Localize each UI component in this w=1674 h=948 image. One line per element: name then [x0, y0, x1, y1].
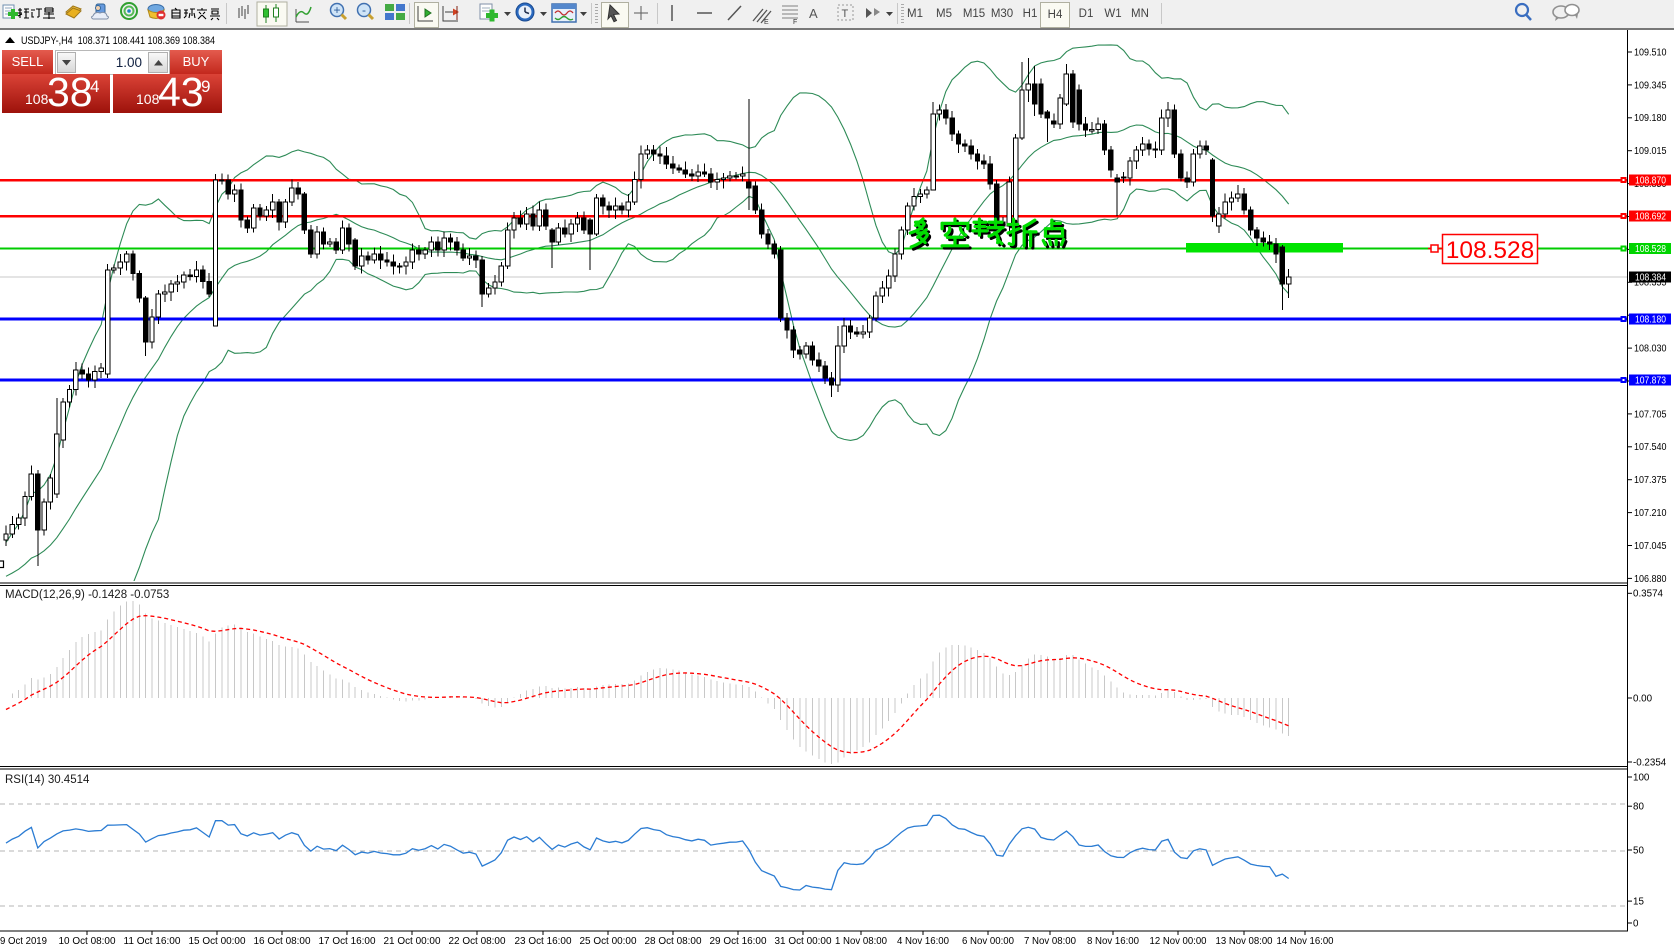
svg-text:MACD(12,26,9) -0.1428 -0.0753: MACD(12,26,9) -0.1428 -0.0753: [5, 589, 169, 601]
svg-text:25 Oct 00:00: 25 Oct 00:00: [580, 936, 637, 947]
svg-text:107.873: 107.873: [1635, 376, 1666, 387]
svg-text:106.880: 106.880: [1634, 574, 1667, 585]
svg-text:80: 80: [1633, 802, 1644, 813]
svg-text:50: 50: [1633, 845, 1644, 856]
svg-text:1 Nov 08:00: 1 Nov 08:00: [835, 936, 887, 947]
svg-text:107.540: 107.540: [1634, 442, 1667, 453]
svg-text:16 Oct 08:00: 16 Oct 08:00: [254, 936, 311, 947]
svg-text:21 Oct 00:00: 21 Oct 00:00: [384, 936, 441, 947]
svg-text:USDJPY-,H4 108.371 108.441 10: USDJPY-,H4 108.371 108.441 108.369 108.3…: [21, 35, 215, 47]
svg-text:RSI(14) 30.4514: RSI(14) 30.4514: [5, 774, 90, 786]
svg-text:109.180: 109.180: [1634, 113, 1667, 124]
svg-text:108.030: 108.030: [1634, 344, 1667, 355]
svg-text:13 Nov 08:00: 13 Nov 08:00: [1216, 936, 1273, 947]
svg-text:15: 15: [1633, 897, 1644, 908]
svg-text:10 Oct 08:00: 10 Oct 08:00: [59, 936, 116, 947]
svg-text:-: -: [362, 3, 366, 17]
svg-text:108.528: 108.528: [1446, 237, 1535, 264]
svg-text:31 Oct 00:00: 31 Oct 00:00: [775, 936, 832, 947]
svg-text:14 Nov 16:00: 14 Nov 16:00: [1277, 936, 1334, 947]
svg-text:23 Oct 16:00: 23 Oct 16:00: [515, 936, 572, 947]
svg-text:29 Oct 16:00: 29 Oct 16:00: [710, 936, 767, 947]
svg-text:15 Oct 00:00: 15 Oct 00:00: [189, 936, 246, 947]
svg-text:108.384: 108.384: [1635, 273, 1666, 284]
svg-text:22 Oct 08:00: 22 Oct 08:00: [449, 936, 506, 947]
svg-text:108.692: 108.692: [1635, 212, 1666, 223]
svg-text:109.345: 109.345: [1634, 80, 1667, 91]
svg-text:-0.2354: -0.2354: [1633, 757, 1667, 768]
svg-text:107.375: 107.375: [1634, 475, 1667, 486]
svg-text:12 Nov 00:00: 12 Nov 00:00: [1150, 936, 1207, 947]
svg-text:9 Oct 2019: 9 Oct 2019: [0, 936, 47, 947]
svg-text:+: +: [333, 3, 340, 17]
svg-text:4 Nov 16:00: 4 Nov 16:00: [897, 936, 949, 947]
svg-text:17 Oct 16:00: 17 Oct 16:00: [319, 936, 376, 947]
svg-text:11 Oct 16:00: 11 Oct 16:00: [124, 936, 181, 947]
svg-text:0.00: 0.00: [1633, 693, 1653, 704]
svg-text:8 Nov 16:00: 8 Nov 16:00: [1087, 936, 1139, 947]
svg-text:E: E: [764, 19, 769, 26]
svg-text:28 Oct 08:00: 28 Oct 08:00: [645, 936, 702, 947]
svg-text:109.015: 109.015: [1634, 146, 1667, 157]
svg-text:107.210: 107.210: [1634, 508, 1667, 519]
svg-text:7 Nov 08:00: 7 Nov 08:00: [1024, 936, 1076, 947]
svg-text:100: 100: [1633, 772, 1650, 783]
svg-text:A: A: [809, 6, 818, 21]
svg-text:T: T: [842, 8, 849, 20]
svg-text:0: 0: [1633, 918, 1639, 929]
svg-text:109.510: 109.510: [1634, 47, 1667, 58]
svg-text:0.3574: 0.3574: [1633, 589, 1664, 600]
svg-text:108.355: 108.355: [1634, 278, 1667, 289]
svg-text:107.045: 107.045: [1634, 541, 1667, 552]
svg-text:F: F: [793, 19, 797, 26]
svg-text:6 Nov 00:00: 6 Nov 00:00: [962, 936, 1014, 947]
svg-text:108.528: 108.528: [1635, 244, 1666, 255]
svg-text:108.180: 108.180: [1635, 315, 1666, 326]
svg-text:107.705: 107.705: [1634, 409, 1667, 420]
svg-text:108.870: 108.870: [1635, 176, 1666, 187]
